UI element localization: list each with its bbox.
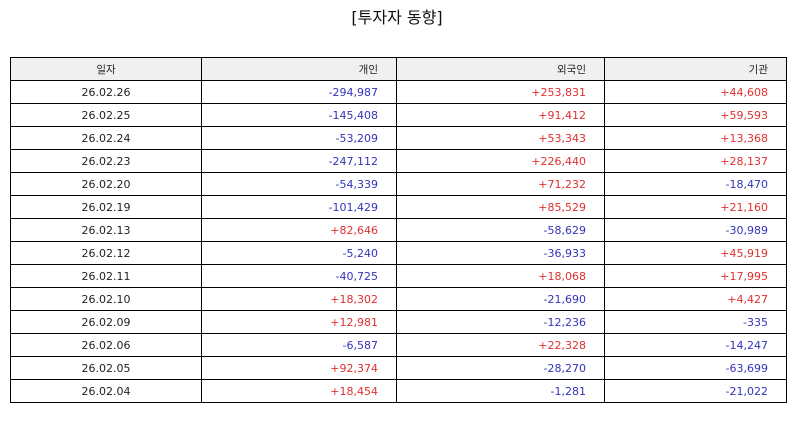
cell-institution: +17,995 [604,264,787,288]
cell-date: 26.02.23 [10,149,202,173]
table-row: 26.02.23 -247,112 +226,440 +28,137 [10,149,787,173]
cell-individual: +12,981 [201,310,397,334]
column-header-institution: 기관 [604,57,787,81]
cell-date: 26.02.06 [10,333,202,357]
cell-institution: +45,919 [604,241,787,265]
cell-individual: -145,408 [201,103,397,127]
cell-institution: +28,137 [604,149,787,173]
cell-foreign: -28,270 [396,356,605,380]
cell-individual: -6,587 [201,333,397,357]
table-row: 26.02.11 -40,725 +18,068 +17,995 [10,264,787,288]
cell-individual: +18,454 [201,379,397,403]
table-row: 26.02.06 -6,587 +22,328 -14,247 [10,333,787,357]
cell-individual: -53,209 [201,126,397,150]
cell-foreign: +71,232 [396,172,605,196]
cell-date: 26.02.05 [10,356,202,380]
table-row: 26.02.12 -5,240 -36,933 +45,919 [10,241,787,265]
cell-foreign: +91,412 [396,103,605,127]
cell-institution: -30,989 [604,218,787,242]
cell-individual: +82,646 [201,218,397,242]
table-row: 26.02.04 +18,454 -1,281 -21,022 [10,379,787,403]
table-row: 26.02.13 +82,646 -58,629 -30,989 [10,218,787,242]
cell-foreign: +85,529 [396,195,605,219]
table-row: 26.02.20 -54,339 +71,232 -18,470 [10,172,787,196]
investor-trend-table: 일자 개인 외국인 기관 26.02.26 -294,987 +253,831 +44… [10,57,787,403]
table-header-row: 일자 개인 외국인 기관 [10,57,787,81]
table-row: 26.02.19 -101,429 +85,529 +21,160 [10,195,787,219]
cell-foreign: -1,281 [396,379,605,403]
cell-individual: +92,374 [201,356,397,380]
cell-date: 26.02.19 [10,195,202,219]
cell-date: 26.02.24 [10,126,202,150]
cell-institution: +59,593 [604,103,787,127]
table-body: 26.02.26 -294,987 +253,831 +44,608 26.02.25-… [10,80,787,403]
cell-date: 26.02.11 [10,264,202,288]
cell-institution: -14,247 [604,333,787,357]
table-row: 26.02.10 +18,302 -21,690 +4,427 [10,287,787,311]
cell-foreign: +53,343 [396,126,605,150]
cell-date: 26.02.26 [10,80,202,104]
cell-institution: -21,022 [604,379,787,403]
cell-individual: -40,725 [201,264,397,288]
cell-individual: -294,987 [201,80,397,104]
cell-individual: +18,302 [201,287,397,311]
cell-institution: +13,368 [604,126,787,150]
cell-institution: -335 [604,310,787,334]
table-row: 26.02.09 +12,981 -12,236 -335 [10,310,787,334]
cell-foreign: -12,236 [396,310,605,334]
cell-foreign: +22,328 [396,333,605,357]
column-header-date: 일자 [10,57,202,81]
page-title: [투자자 동향] [351,8,443,27]
cell-individual: -5,240 [201,241,397,265]
cell-individual: -54,339 [201,172,397,196]
cell-institution: -63,699 [604,356,787,380]
table-row: 26.02.25 -145,408 +91,412 +59,593 [10,103,787,127]
cell-foreign: +226,440 [396,149,605,173]
cell-date: 26.02.10 [10,287,202,311]
cell-date: 26.02.12 [10,241,202,265]
cell-individual: -247,112 [201,149,397,173]
cell-foreign: -21,690 [396,287,605,311]
table-row: 26.02.24 -53,209 +53,343 +13,368 [10,126,787,150]
cell-institution: -18,470 [604,172,787,196]
table-row: 26.02.26 -294,987 +253,831 +44,608 [10,80,787,104]
column-header-foreign: 외국인 [396,57,605,81]
cell-date: 26.02.09 [10,310,202,334]
cell-foreign: -36,933 [396,241,605,265]
cell-individual: -101,429 [201,195,397,219]
cell-foreign: +18,068 [396,264,605,288]
cell-date: 26.02.25 [10,103,202,127]
column-header-individual: 개인 [201,57,397,81]
cell-date: 26.02.20 [10,172,202,196]
cell-foreign: +253,831 [396,80,605,104]
cell-institution: +21,160 [604,195,787,219]
table-row: 26.02.05 +92,374 -28,270 -63,699 [10,356,787,380]
cell-date: 26.02.04 [10,379,202,403]
cell-foreign: -58,629 [396,218,605,242]
cell-institution: +4,427 [604,287,787,311]
cell-institution: +44,608 [604,80,787,104]
cell-date: 26.02.13 [10,218,202,242]
